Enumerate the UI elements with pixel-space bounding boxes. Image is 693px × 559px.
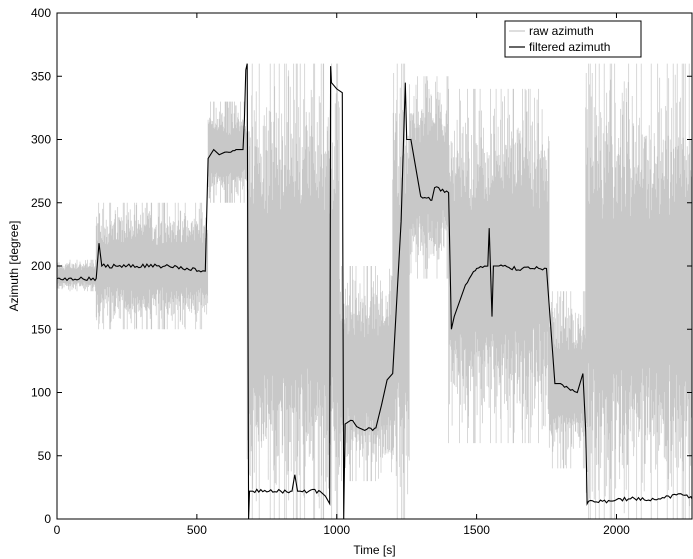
y-tick-label: 50 bbox=[38, 449, 52, 463]
y-tick-label: 300 bbox=[31, 133, 51, 147]
y-tick-label: 100 bbox=[31, 386, 51, 400]
y-tick-label: 150 bbox=[31, 322, 51, 336]
legend: raw azimuth filtered azimuth bbox=[504, 20, 642, 58]
legend-label-raw-azimuth: raw azimuth bbox=[529, 24, 594, 38]
legend-label-filtered-azimuth: filtered azimuth bbox=[529, 40, 610, 54]
y-tick-label: 350 bbox=[31, 69, 51, 83]
x-tick-label: 1000 bbox=[323, 523, 350, 537]
x-tick-label: 1500 bbox=[463, 523, 490, 537]
y-tick-label: 400 bbox=[31, 6, 51, 20]
axis-ticks: 0 500 1000 1500 2000 0 50 100 150 200 250 300 350 400 bbox=[31, 6, 692, 537]
legend-box bbox=[504, 20, 642, 58]
raw-azimuth-series bbox=[56, 63, 693, 519]
y-axis-label: Azimuth [degree] bbox=[7, 221, 21, 312]
y-tick-label: 0 bbox=[44, 512, 51, 526]
y-tick-label: 200 bbox=[31, 259, 51, 273]
x-tick-label: 500 bbox=[187, 523, 207, 537]
filtered-azimuth-line bbox=[56, 63, 693, 520]
x-tick-label: 0 bbox=[54, 523, 61, 537]
raw-azimuth-band bbox=[56, 63, 693, 519]
filtered-azimuth-series bbox=[56, 63, 693, 520]
y-tick-label: 250 bbox=[31, 196, 51, 210]
x-tick-label: 2000 bbox=[603, 523, 630, 537]
x-axis-label: Time [s] bbox=[353, 543, 395, 557]
